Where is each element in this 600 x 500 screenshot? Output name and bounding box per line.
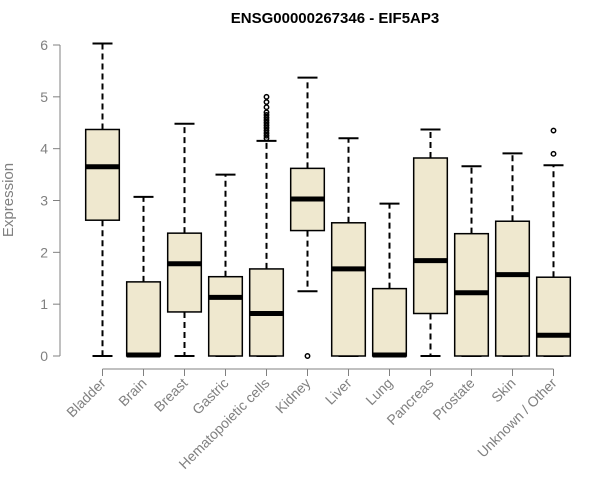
- y-tick-label: 0: [40, 348, 48, 364]
- iqr-box: [535, 276, 572, 357]
- box-unknown-other: [535, 127, 572, 357]
- boxes-group: [84, 42, 572, 359]
- iqr-box: [371, 287, 408, 357]
- outlier-point: [263, 124, 270, 131]
- box-hematopoietic-cells: [248, 93, 285, 357]
- outlier-point: [263, 122, 270, 129]
- outlier-point: [263, 130, 270, 137]
- outlier-point: [263, 119, 270, 126]
- iqr-box: [494, 220, 531, 357]
- outlier-point: [263, 135, 270, 142]
- y-tick-label: 6: [40, 37, 48, 53]
- box-prostate: [453, 165, 490, 357]
- box-liver: [330, 137, 367, 357]
- x-category-label: Lung: [362, 375, 395, 408]
- outlier-point: [263, 109, 270, 116]
- x-category-label: Brain: [115, 375, 149, 409]
- y-axis-label: Expression: [0, 163, 17, 237]
- outlier-point: [263, 114, 270, 121]
- box-pancreas: [412, 128, 449, 357]
- outlier-point: [304, 353, 311, 359]
- iqr-box: [207, 275, 244, 357]
- iqr-box: [84, 128, 121, 221]
- outlier-point: [263, 127, 270, 134]
- y-tick-label: 5: [40, 89, 48, 105]
- iqr-box: [412, 157, 449, 315]
- iqr-box: [330, 222, 367, 357]
- x-category-label: Bladder: [63, 375, 109, 421]
- box-skin: [494, 152, 531, 357]
- x-category-label: Liver: [322, 375, 355, 408]
- outlier-point: [263, 112, 270, 118]
- outlier-point: [263, 104, 270, 111]
- x-category-label: Kidney: [272, 375, 314, 417]
- box-breast: [166, 122, 203, 357]
- y-tick-label: 4: [40, 141, 48, 157]
- chart-title: ENSG00000267346 - EIF5AP3: [231, 10, 439, 27]
- y-axis: 0 1 2 3 4 5 6: [40, 37, 61, 364]
- box-brain: [125, 195, 162, 358]
- outlier-point: [550, 127, 557, 134]
- x-category-label: Skin: [488, 375, 519, 406]
- outlier-point: [263, 93, 270, 100]
- box-lung: [371, 202, 408, 358]
- outlier-point: [263, 99, 270, 105]
- box-gastric: [207, 173, 244, 357]
- box-bladder: [84, 42, 121, 357]
- y-tick-label: 2: [40, 244, 48, 260]
- box-kidney: [289, 76, 326, 359]
- iqr-box: [166, 232, 203, 313]
- iqr-box: [125, 281, 162, 357]
- outlier-point: [263, 117, 270, 124]
- y-tick-label: 1: [40, 296, 48, 312]
- x-category-label: Prostate: [429, 375, 477, 423]
- outlier-point: [550, 150, 557, 157]
- outlier-point: [263, 132, 270, 139]
- x-category-label: Breast: [151, 375, 191, 415]
- y-tick-label: 3: [40, 193, 48, 209]
